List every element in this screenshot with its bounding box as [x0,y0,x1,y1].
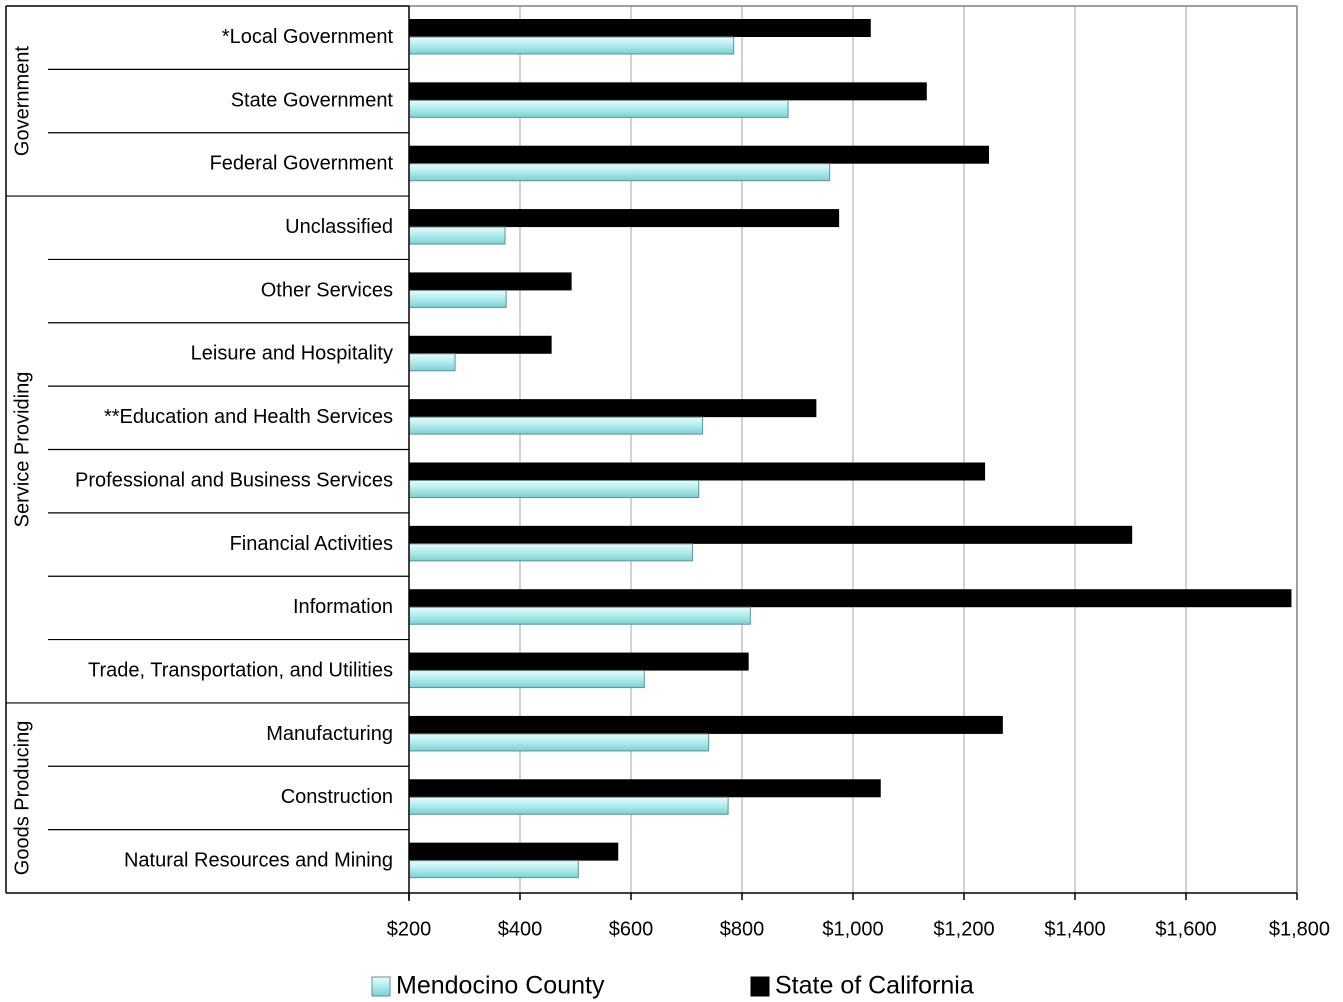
category-label: Natural Resources and Mining [124,850,393,872]
category-label: **Education and Health Services [104,406,393,428]
category-label: State Government [231,89,394,111]
bar-state-of-california [409,19,871,37]
category-label: Other Services [261,279,393,301]
category-label: *Local Government [222,26,394,48]
bar-mendocino-county [408,99,789,118]
bar-state-of-california [409,272,572,291]
bar-mendocino-county [408,289,507,308]
group-label: Government [11,46,33,156]
category-label: Leisure and Hospitality [191,343,393,365]
category-label: Information [293,596,393,618]
bar-mendocino-county [408,543,694,562]
x-tick-label: $1,600 [1155,918,1216,940]
x-tick-label: $1,000 [822,918,883,940]
bar-state-of-california [409,715,1003,734]
category-label: Unclassified [285,216,393,238]
bar-mendocino-county [408,796,729,815]
legend-label: Mendocino County [396,972,605,1000]
category-label: Professional and Business Services [75,469,393,491]
bar-state-of-california [409,462,986,481]
grid-lines [519,6,1298,893]
bar-state-of-california [409,525,1133,544]
category-label: Federal Government [210,153,394,175]
x-tick-label: $200 [387,918,432,940]
legend-label: State of California [775,972,974,1000]
bar-mendocino-county [408,860,579,879]
bar-mendocino-county [408,733,710,752]
bar-state-of-california [409,652,749,671]
bar-state-of-california [409,82,927,101]
bar-state-of-california [409,399,817,418]
x-tick-label: $1,200 [933,918,994,940]
category-label: Construction [281,786,393,808]
axes [5,5,1298,901]
legend-swatch-state-of-california [750,976,770,997]
x-tick-label: $800 [720,918,765,940]
group-labels: Government Service Providing Goods Produci… [11,46,33,876]
x-tick-label: $600 [609,918,654,940]
bar-mendocino-county [408,226,506,245]
x-tick-label: $1,400 [1044,918,1105,940]
bar-mendocino-county [408,416,704,435]
category-label: Financial Activities [230,533,393,555]
category-label: Trade, Transportation, and Utilities [88,660,393,682]
tick-labels: $200 $400 $600 $800 $1,000 $1,200 $1,400 $1,600… [387,918,1330,940]
bar-mendocino-county [408,353,456,372]
x-tick-label: $1,800 [1269,918,1330,940]
bar-state-of-california [409,779,881,798]
group-label: Service Providing [11,372,33,528]
bar-state-of-california [409,589,1292,608]
bars [408,19,1292,879]
x-tick-label: $400 [498,918,543,940]
bar-state-of-california [409,209,840,228]
bar-state-of-california [409,145,989,164]
category-label: Manufacturing [266,723,393,745]
category-labels: *Local Government State Government Federal… [75,26,393,872]
legend: Mendocino County State of California [371,972,974,1000]
bar-state-of-california [409,842,619,861]
bar-mendocino-county [408,163,831,182]
bar-mendocino-county [408,606,751,625]
bar-mendocino-county [408,36,735,55]
bar-mendocino-county [408,480,700,498]
group-label: Goods Producing [11,721,33,876]
bar-mendocino-county [408,670,645,689]
legend-swatch-mendocino-county [371,976,391,997]
bar-state-of-california [409,335,552,354]
